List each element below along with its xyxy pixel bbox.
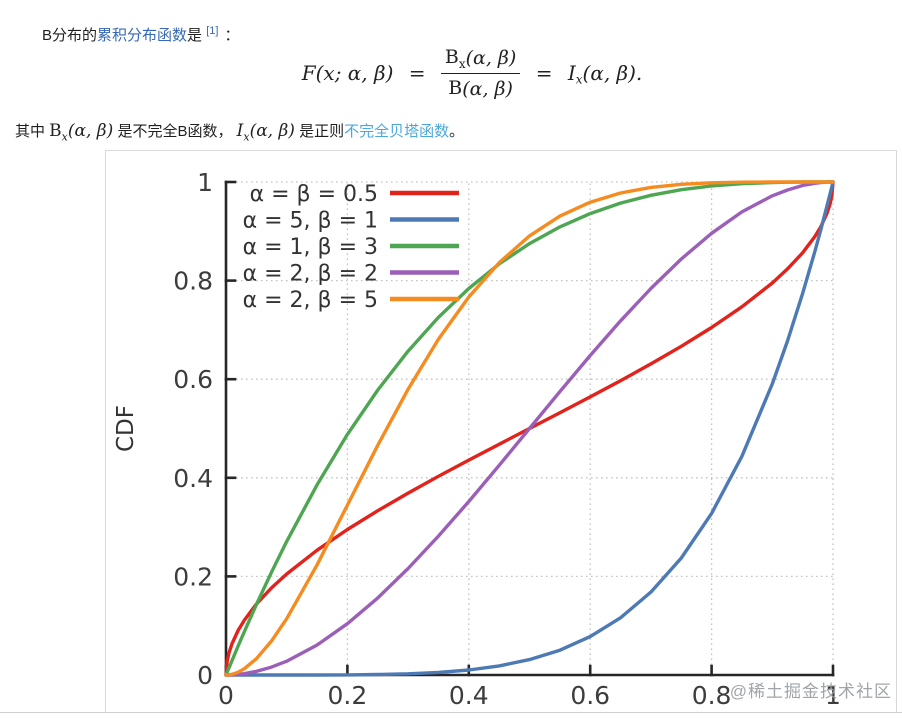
colon: ：	[224, 27, 240, 44]
beta-cdf-formula: F(x; α, β) = Bx(α, β) B(α, β) = Ix(α, β)…	[0, 46, 902, 100]
subscript-x: x	[458, 56, 466, 71]
legend-label: α = 5, β = 1	[243, 209, 378, 234]
regularized-symbol: I	[567, 60, 576, 85]
x-tick-label: 1	[825, 681, 841, 710]
subscript-x: x	[575, 72, 583, 87]
x-tick-label: 0	[218, 681, 234, 710]
beta-cdf-figure[interactable]: 0 0.2 0.4 0.6 0.8 1 0 0.2 0.4 0.6 0.8 1 CDF α = β = 0…	[105, 150, 897, 713]
x-tick-label: 0.8	[692, 681, 732, 710]
explanation-text-3: 是正则	[294, 123, 345, 140]
subscript-x: x	[61, 130, 68, 144]
regularized-symbol: I	[236, 121, 244, 141]
legend-label: α = 2, β = 2	[243, 262, 378, 287]
beta-cdf-chart: 0 0.2 0.4 0.6 0.8 1 0 0.2 0.4 0.6 0.8 1 CDF α = β = 0…	[113, 168, 841, 710]
incomplete-beta-symbol: B	[444, 46, 459, 68]
y-tick-label: 0.6	[173, 365, 213, 394]
section-divider	[0, 712, 902, 713]
formula-args: (α, β)	[465, 47, 517, 69]
intro-sentence: B分布的累积分布函数是 [1] ：	[42, 24, 239, 47]
x-tick-label: 0.4	[449, 681, 489, 710]
intro-text: B分布的	[42, 27, 98, 44]
beta-function-symbol: B	[448, 76, 463, 99]
equals-sign: =	[535, 60, 553, 85]
y-axis-label: CDF	[113, 405, 139, 452]
cdf-curve	[224, 180, 835, 677]
math-args: (α, β)	[249, 121, 295, 141]
intro-text-2: 是	[187, 27, 203, 44]
cdf-curve	[224, 180, 835, 677]
math-args: (α, β)	[67, 121, 114, 141]
period: 。	[449, 123, 465, 140]
reference-link-1[interactable]: [1]	[206, 25, 219, 37]
legend-label: α = 1, β = 3	[243, 235, 378, 260]
formula-lhs: F(x; α, β)	[301, 60, 394, 85]
legend-label: α = 2, β = 5	[243, 288, 378, 313]
explanation-text: 其中	[15, 123, 50, 140]
explanation-text-2: 是不完全B函数，	[113, 123, 237, 140]
formula-args: (α, β).	[582, 60, 643, 85]
x-tick-label: 0.2	[328, 681, 368, 710]
y-tick-label: 0	[197, 661, 213, 690]
equals-sign: =	[408, 60, 426, 85]
incomplete-beta-symbol: B	[49, 121, 62, 141]
y-tick-label: 1	[197, 168, 213, 197]
formula-fraction: Bx(α, β) B(α, β)	[440, 46, 521, 100]
x-tick-label: 0.6	[570, 681, 610, 710]
link-cumulative-distribution-function[interactable]: 累积分布函数	[97, 27, 188, 44]
subscript-x: x	[243, 130, 250, 144]
legend-label: α = β = 0.5	[250, 182, 378, 207]
cdf-curve	[224, 180, 835, 677]
y-tick-label: 0.2	[173, 562, 213, 591]
y-tick-label: 0.8	[173, 267, 213, 296]
link-regularized-incomplete-beta-function[interactable]: 不完全贝塔函数	[344, 123, 450, 140]
explanation-sentence: 其中 Bx(α, β) 是不完全B函数， Ix(α, β) 是正则不完全贝塔函数…	[15, 120, 464, 148]
y-tick-label: 0.4	[173, 464, 213, 493]
formula-args: (α, β)	[462, 77, 513, 100]
